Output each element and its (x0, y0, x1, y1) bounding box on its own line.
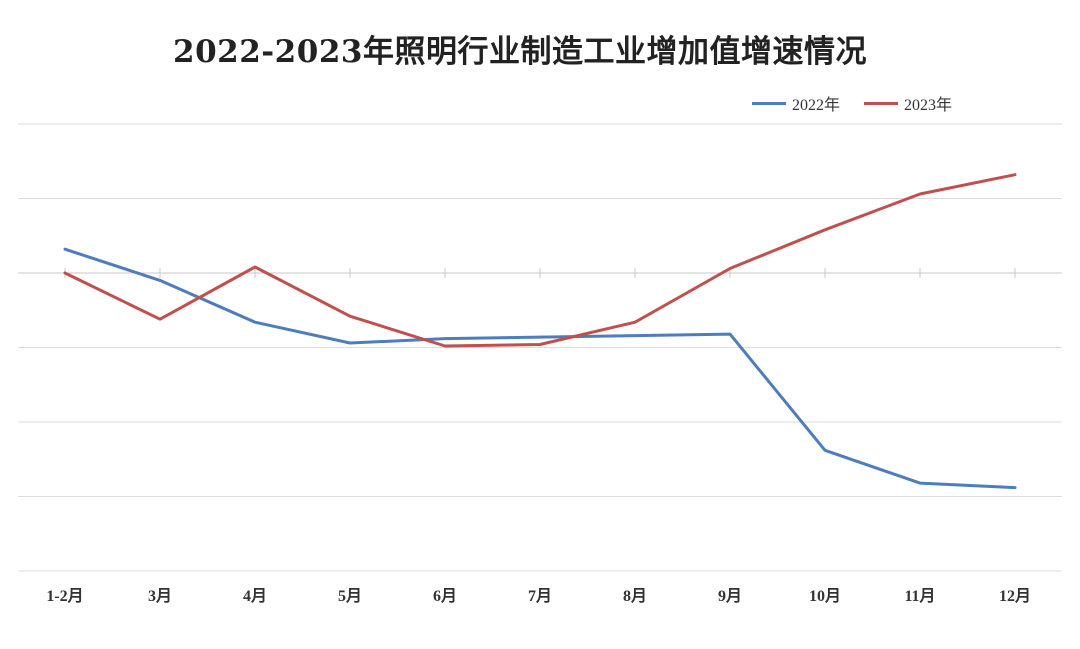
legend-label-2022: 2022年 (792, 97, 841, 114)
x-tick-label: 8月 (623, 587, 647, 605)
legend-item-2022: 2022年 (752, 91, 840, 115)
x-tick-label: 11月 (904, 587, 935, 605)
x-tick-label: 6月 (433, 587, 457, 605)
x-tick-label: 10月 (809, 587, 841, 605)
x-tick-label: 3月 (148, 587, 172, 605)
x-tick-label: 9月 (718, 587, 742, 605)
series-line-2023年 (63, 173, 1017, 348)
x-tick-label: 1-2月 (46, 587, 83, 605)
chart-title: 2022-2023年照明行业制造工业增加值增速情况 (173, 34, 867, 70)
legend-label-2023: 2023年 (904, 97, 953, 114)
legend-item-2023: 2023年 (864, 91, 952, 115)
chart-legend: 2022年 2023年 (752, 91, 976, 115)
x-tick-label: 5月 (338, 587, 362, 605)
legend-swatch-2023 (864, 101, 899, 105)
legend-swatch-2022 (752, 101, 786, 105)
x-tick-label: 12月 (999, 587, 1031, 605)
series-line-2022年 (63, 247, 1017, 490)
x-tick-label: 7月 (528, 587, 552, 605)
x-tick-label: 4月 (243, 587, 267, 605)
